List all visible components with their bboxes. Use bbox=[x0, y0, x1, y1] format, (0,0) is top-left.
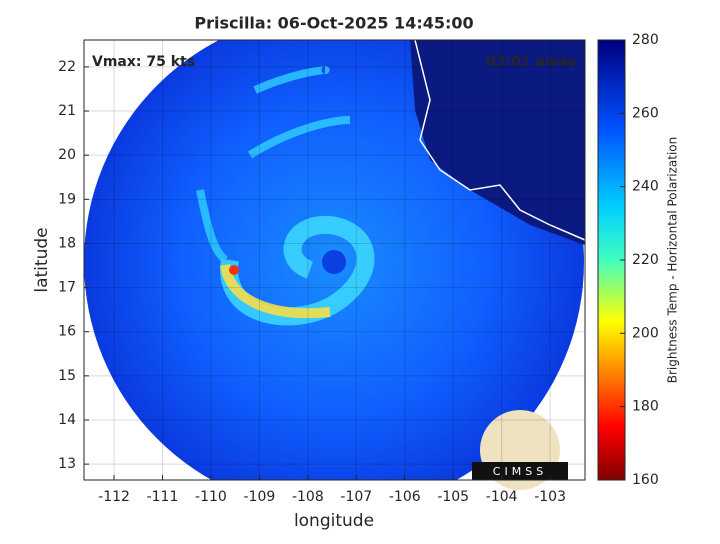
x-tick-label: -108 bbox=[292, 489, 324, 505]
y-tick-label: 17 bbox=[58, 280, 76, 296]
y-tick-label: 19 bbox=[58, 191, 76, 207]
x-tick-label: -106 bbox=[389, 489, 421, 505]
colorbar-tick-label: 240 bbox=[632, 179, 659, 195]
x-tick-label: -111 bbox=[147, 489, 179, 505]
colorbar-tick-label: 200 bbox=[632, 325, 659, 341]
y-axis-label: latitude bbox=[32, 227, 52, 292]
y-tick-label: 13 bbox=[58, 456, 76, 472]
x-tick-label: -107 bbox=[340, 489, 372, 505]
x-tick-label: -112 bbox=[98, 489, 130, 505]
y-tick-label: 22 bbox=[58, 59, 76, 75]
y-tick-label: 18 bbox=[58, 235, 76, 251]
colorbar-tick-label: 280 bbox=[632, 32, 659, 48]
x-axis-label: longitude bbox=[294, 511, 374, 531]
colorbar-tick-label: 180 bbox=[632, 399, 659, 415]
annotation: Vmax: 75 kts bbox=[92, 54, 195, 70]
colorbar-tick-label: 160 bbox=[632, 472, 659, 488]
y-tick-label: 14 bbox=[58, 412, 76, 428]
x-tick-label: -110 bbox=[195, 489, 227, 505]
x-tick-label: -103 bbox=[534, 489, 566, 505]
colorbar-tick-label: 260 bbox=[632, 105, 659, 121]
x-tick-label: -104 bbox=[486, 489, 518, 505]
colorbar-label: Brightness Temp - Horizontal Polarizatio… bbox=[666, 137, 680, 384]
cimss-logo: CIMSS bbox=[472, 410, 568, 490]
y-tick-label: 20 bbox=[58, 147, 76, 163]
satellite-image bbox=[84, 40, 585, 480]
logo-text: CIMSS bbox=[493, 465, 547, 478]
y-tick-label: 16 bbox=[58, 324, 76, 340]
plot-frame bbox=[83, 39, 586, 481]
x-tick-label: -109 bbox=[244, 489, 276, 505]
y-tick-label: 21 bbox=[58, 103, 76, 119]
y-tick-label: 15 bbox=[58, 368, 76, 384]
chart-title: Priscilla: 06-Oct-2025 14:45:00 bbox=[194, 14, 473, 33]
colorbar-tick-label: 220 bbox=[632, 252, 659, 268]
annotation: 03:01 away bbox=[486, 54, 576, 70]
x-tick-label: -105 bbox=[437, 489, 469, 505]
